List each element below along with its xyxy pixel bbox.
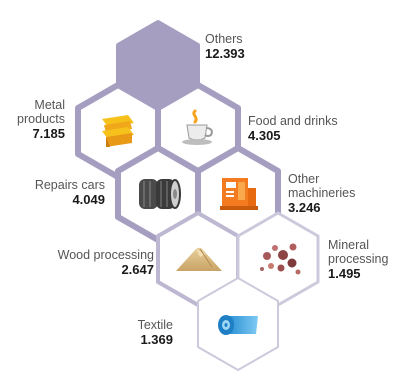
label-text: Mineral [328,238,369,252]
machinery-icon [220,178,258,210]
label-value: 1.495 [328,266,361,281]
label-mineral-processing: Mineral processing 1.495 [328,238,388,282]
mineral-rocks-icon [260,243,301,275]
label-wood-processing: Wood processing 2.647 [58,248,154,278]
label-value: 1.369 [140,332,173,347]
label-value: 3.246 [288,200,321,215]
label-text: machineries [288,186,356,200]
label-textile: Textile 1.369 [138,318,173,348]
metal-sheets-icon [102,115,134,147]
coffee-cup-icon [182,109,213,145]
label-value: 7.185 [32,126,65,141]
label-value: 4.049 [72,192,105,207]
hexagon-grid [75,20,320,371]
label-text: Others [205,32,243,46]
label-food-and-drinks: Food and drinks 4.305 [248,114,338,144]
label-value: 2.647 [121,262,154,277]
tires-icon [139,179,181,209]
label-text: Textile [137,318,173,332]
label-text: products [17,112,65,126]
label-text: Wood processing [57,248,154,262]
label-text: Repairs cars [34,178,105,192]
label-text: Other [288,172,320,186]
label-other-machineries: Other machineries 3.246 [288,172,355,216]
label-others: Others 12.393 [205,32,245,62]
label-text: processing [328,252,389,266]
label-value: 12.393 [205,46,245,61]
label-repairs-cars: Repairs cars 4.049 [35,178,105,208]
label-metal-products: Metal products 7.185 [17,98,65,142]
label-text: Metal [34,98,65,112]
label-value: 4.305 [248,128,281,143]
fabric-roll-icon [218,315,258,335]
label-text: Food and drinks [248,114,338,128]
sawdust-pile-icon [176,247,222,271]
